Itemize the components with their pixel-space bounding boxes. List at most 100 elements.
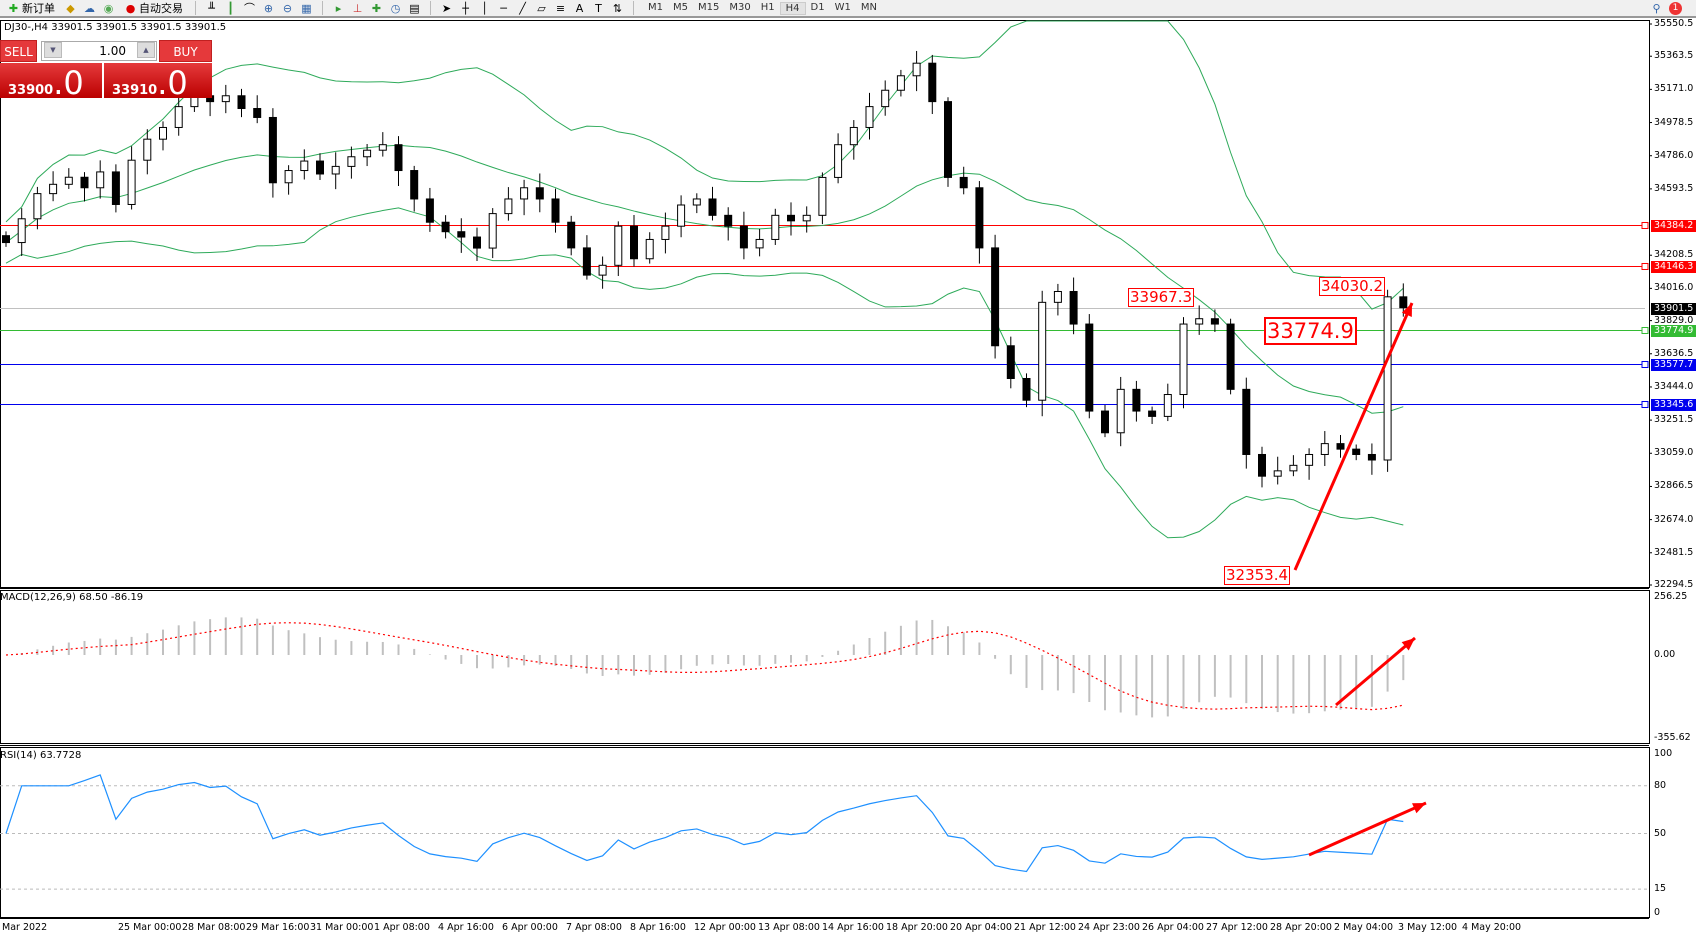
sell-button[interactable]: SELL <box>0 40 37 62</box>
text-icon[interactable]: A <box>575 1 584 15</box>
bollinger-lower <box>5 207 1404 539</box>
price-level-label[interactable]: 33345.6 <box>1651 398 1696 411</box>
candle-body <box>253 108 262 118</box>
candle <box>1132 380 1141 422</box>
level-handle <box>1641 263 1649 270</box>
annotation-high[interactable]: 33967.3 <box>1128 288 1195 307</box>
candle <box>1195 305 1204 335</box>
candle-body <box>1352 448 1361 455</box>
lot-decrease-button[interactable]: ▼ <box>44 42 62 58</box>
arrows-icon[interactable]: ⇅ <box>612 1 623 15</box>
rsi-line <box>5 774 1404 873</box>
vertical-line-icon[interactable]: │ <box>481 1 488 15</box>
crosshair-icon[interactable]: ┼ <box>462 1 469 15</box>
line-chart-icon[interactable]: ⌒ <box>244 1 255 15</box>
candle-body <box>551 198 560 223</box>
candle-body <box>1226 323 1235 390</box>
timeframe-h4[interactable]: H4 <box>779 1 806 15</box>
bid-price[interactable]: 33900.0 <box>0 63 102 102</box>
candle <box>1006 336 1015 389</box>
macd-axis-label: 256.25 <box>1654 591 1688 602</box>
arrow-shaft <box>1293 302 1414 571</box>
notification-icon[interactable]: 1 <box>1669 1 1682 15</box>
text-label-icon[interactable]: T <box>595 1 602 15</box>
new-order-button[interactable]: ✚ 新订单 <box>4 0 58 16</box>
time-axis-label: 2 May 04:00 <box>1334 922 1394 933</box>
timeframe-h1[interactable]: H1 <box>760 1 775 13</box>
candle-body <box>787 214 795 222</box>
plus-icon: ✚ <box>8 1 19 15</box>
candle-body <box>834 144 843 178</box>
candle <box>1258 446 1266 488</box>
candle-body <box>127 159 136 205</box>
arrow-shaft <box>1308 801 1427 857</box>
bar-chart-icon[interactable]: ╨ <box>208 1 215 15</box>
candle-body <box>1132 388 1141 412</box>
annotation-low[interactable]: 32353.4 <box>1224 566 1291 585</box>
signals-icon[interactable]: ◉ <box>103 1 114 15</box>
auto-trading-button[interactable]: ● 自动交易 <box>121 0 186 16</box>
candle <box>316 153 324 181</box>
candle <box>692 193 701 214</box>
timeframe-m30[interactable]: M30 <box>729 1 751 13</box>
candle <box>127 146 136 210</box>
indicators-icon[interactable]: ✚ <box>371 1 382 15</box>
price-level-label[interactable]: 33901.5 <box>1651 302 1696 315</box>
timeframe-w1[interactable]: W1 <box>834 1 851 13</box>
chart-shift-icon[interactable]: ⊥ <box>352 1 363 15</box>
time-axis-label: 1 Apr 08:00 <box>374 922 430 933</box>
price-level-label[interactable]: 33577.7 <box>1651 358 1696 371</box>
autoscroll-icon[interactable]: ▸ <box>335 1 342 15</box>
candlestick-icon[interactable]: ┃ <box>227 1 234 15</box>
time-axis-label: 21 Apr 12:00 <box>1014 922 1076 933</box>
candle-body <box>504 198 513 215</box>
periods-icon[interactable]: ◷ <box>390 1 401 15</box>
annotation-level[interactable]: 33774.9 <box>1264 317 1357 345</box>
candle-body <box>378 144 387 151</box>
candle <box>1069 277 1078 335</box>
candle <box>159 121 167 151</box>
lot-size-input[interactable]: 1.00 <box>41 41 157 61</box>
buy-button[interactable]: BUY <box>159 40 212 62</box>
equidistant-channel-icon[interactable]: ▱ <box>537 1 546 15</box>
time-axis-label: 20 Apr 04:00 <box>950 922 1012 933</box>
candle-body <box>959 176 968 189</box>
timeframe-m5[interactable]: M5 <box>673 1 688 13</box>
rsi-axis-label: 15 <box>1654 883 1667 895</box>
search-icon[interactable]: ⚲ <box>1652 1 1661 15</box>
fibonacci-icon[interactable]: ≡ <box>555 1 566 15</box>
candle <box>49 171 58 202</box>
market-watch-icon[interactable]: ◆ <box>66 1 75 15</box>
templates-icon[interactable]: ▤ <box>409 1 420 15</box>
lot-increase-button[interactable]: ▲ <box>137 42 155 58</box>
timeframe-mn[interactable]: MN <box>860 1 877 13</box>
timeframe-d1[interactable]: D1 <box>810 1 825 13</box>
tile-windows-icon[interactable]: ▦ <box>301 1 312 15</box>
candle-body <box>316 160 324 175</box>
candle <box>661 212 670 254</box>
time-axis-label: 13 Apr 08:00 <box>758 922 820 933</box>
candle <box>771 208 780 245</box>
zoom-in-icon[interactable]: ⊕ <box>263 1 274 15</box>
timeframe-m15[interactable]: M15 <box>698 1 720 13</box>
navigator-icon[interactable]: ☁ <box>84 1 95 15</box>
candle <box>865 92 874 140</box>
ask-price[interactable]: 33910.0 <box>104 63 212 102</box>
price-level-label[interactable]: 34146.3 <box>1651 260 1696 273</box>
separator <box>195 1 196 15</box>
candle-body <box>991 247 1000 347</box>
price-level-label[interactable]: 34384.2 <box>1651 219 1696 232</box>
annotation-recent-high[interactable]: 34030.2 <box>1319 277 1386 296</box>
horizontal-line-icon[interactable]: ─ <box>500 1 507 15</box>
candle <box>1367 443 1376 475</box>
candle-body <box>944 101 952 178</box>
price-axis-label: 34786.0 <box>1654 149 1694 161</box>
zoom-out-icon[interactable]: ⊖ <box>282 1 293 15</box>
time-axis-label: 25 Mar 00:00 <box>118 922 182 933</box>
trendline-icon[interactable]: ╱ <box>519 1 526 15</box>
price-level-label[interactable]: 33774.9 <box>1651 324 1696 337</box>
timeframe-m1[interactable]: M1 <box>648 1 663 13</box>
level-handle <box>1641 222 1649 229</box>
cursor-icon[interactable]: ➤ <box>441 1 452 15</box>
